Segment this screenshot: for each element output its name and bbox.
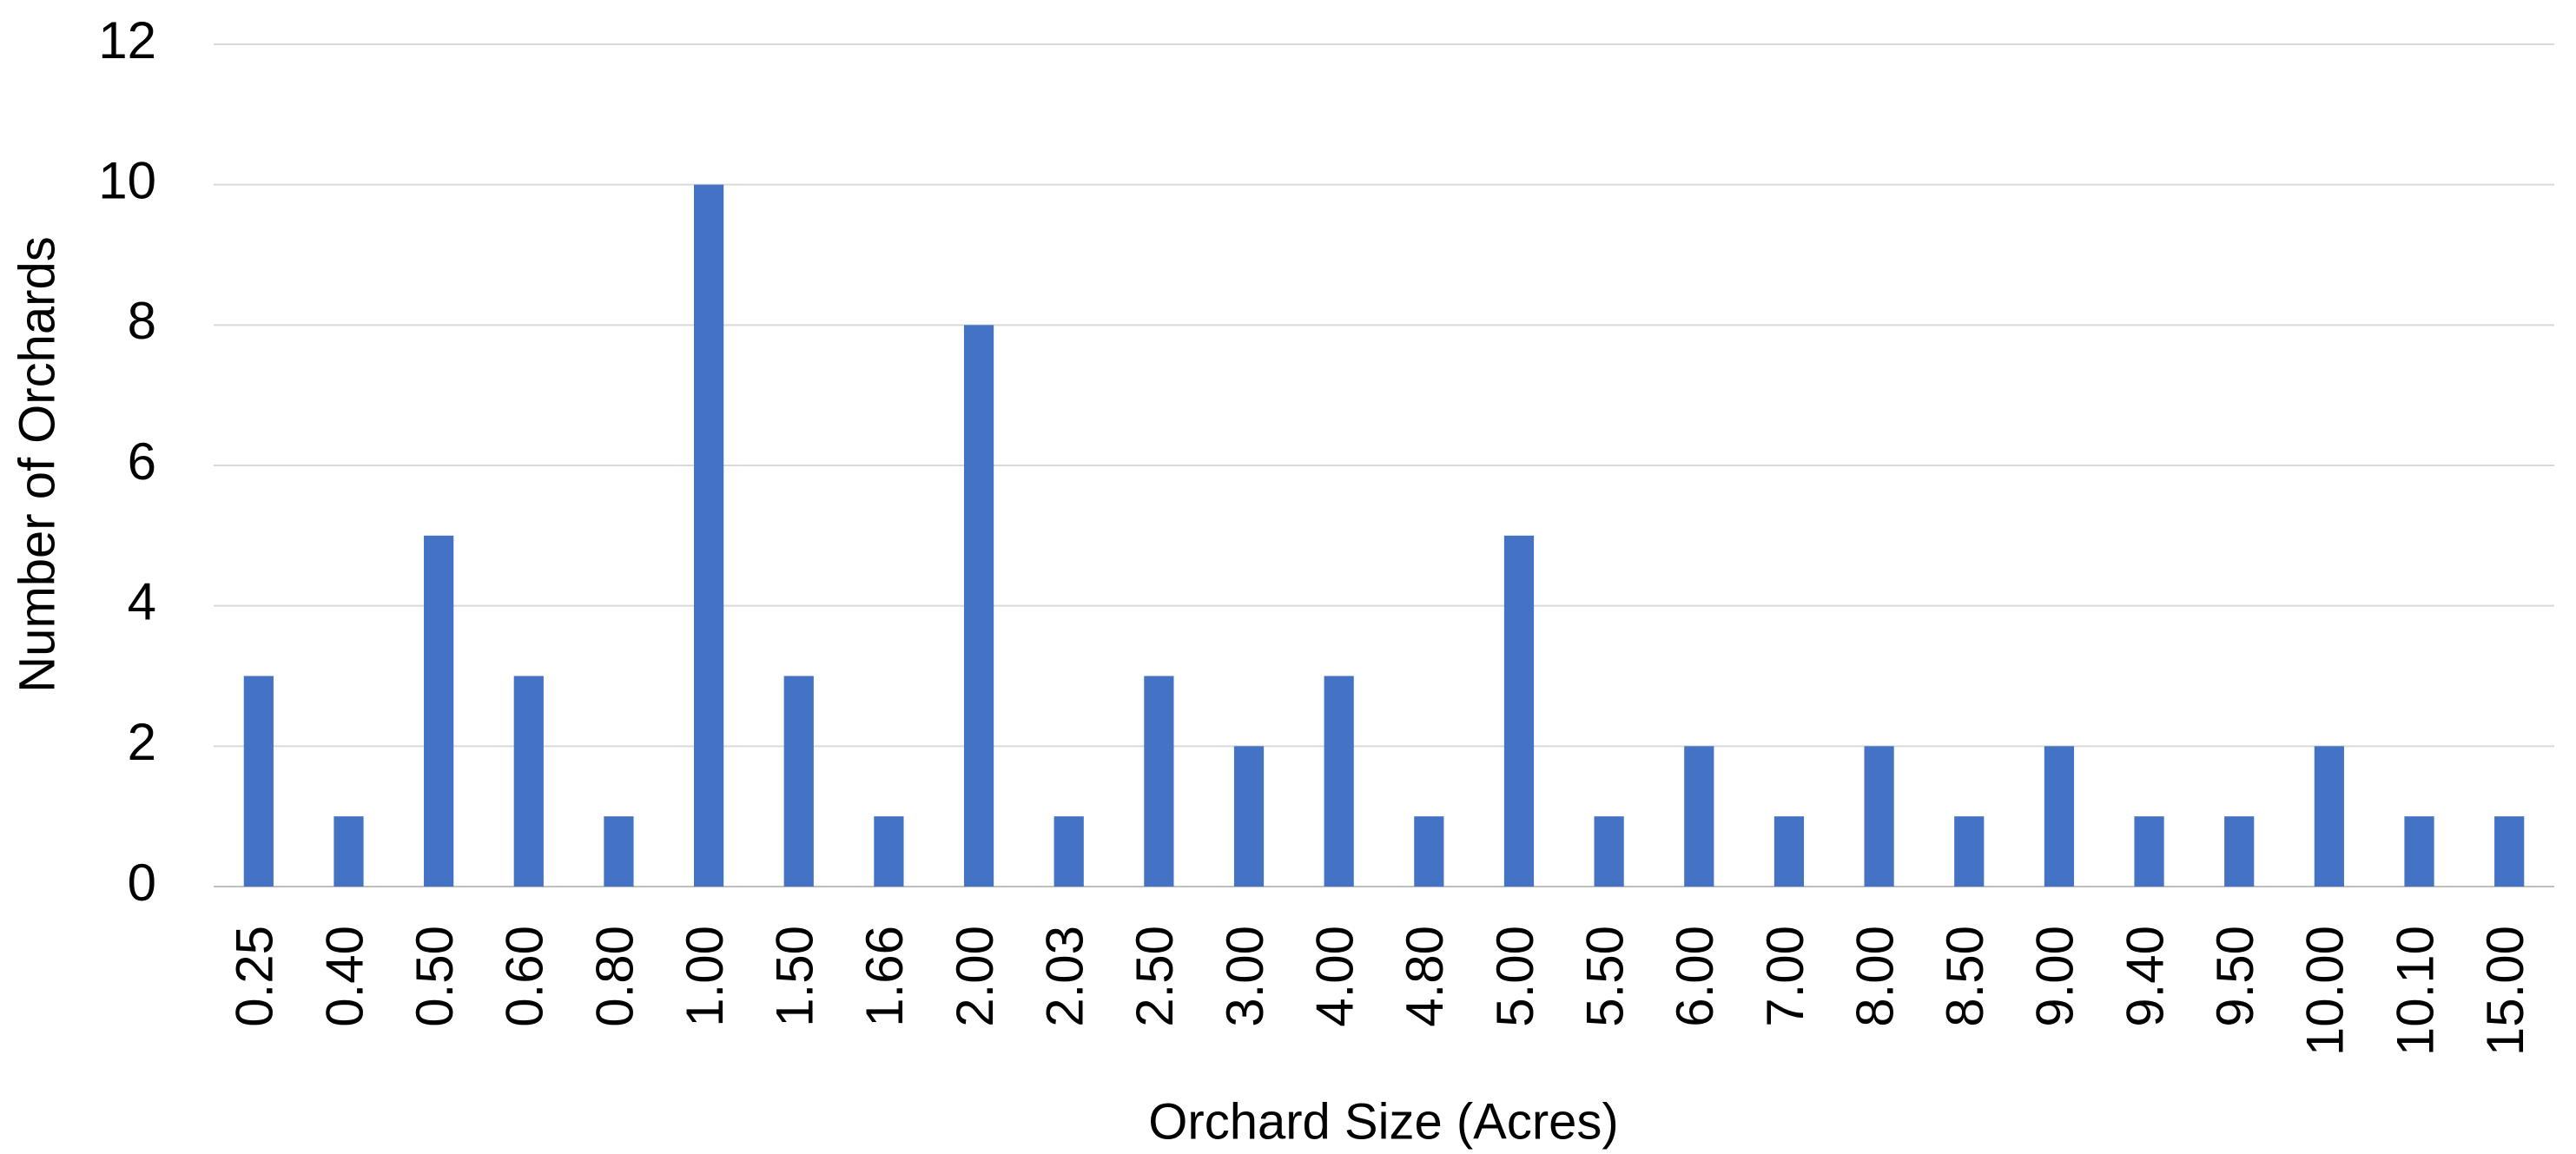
x-tick-label: 15.00 (2476, 926, 2534, 1056)
bar (2314, 746, 2344, 887)
x-tick-label: 9.40 (2116, 926, 2174, 1027)
bar (513, 676, 544, 887)
bar (424, 535, 454, 887)
bar (2044, 746, 2075, 887)
bar (1684, 746, 1714, 887)
x-tick-label: 1.66 (855, 926, 914, 1027)
x-tick-label: 0.80 (585, 926, 644, 1027)
x-tick-label: 1.50 (766, 926, 824, 1027)
bar (2404, 816, 2434, 887)
bar (1864, 746, 1894, 887)
x-tick-label: 10.10 (2386, 926, 2444, 1056)
x-tick-label: 8.00 (1846, 926, 1904, 1027)
bar (874, 816, 904, 887)
bar (1594, 816, 1624, 887)
y-tick-label: 2 (128, 713, 156, 771)
y-tick-label: 12 (98, 11, 156, 69)
bar (1054, 816, 1084, 887)
bar (1773, 816, 1805, 887)
x-tick-label: 0.25 (226, 926, 284, 1027)
x-tick-label: 9.00 (2026, 926, 2084, 1027)
x-tick-label: 6.00 (1666, 926, 1724, 1027)
bar (243, 676, 274, 887)
y-tick-label: 4 (128, 573, 156, 631)
x-tick-label: 9.50 (2206, 926, 2264, 1027)
y-tick-label: 6 (128, 432, 156, 491)
x-tick-label: 4.80 (1396, 926, 1454, 1027)
bar (2224, 816, 2255, 887)
bar (963, 325, 994, 887)
bar (693, 184, 724, 887)
bar (1414, 816, 1444, 887)
bar (2134, 816, 2164, 887)
bar (2494, 816, 2525, 887)
bar (604, 816, 634, 887)
x-axis-title: Orchard Size (Acres) (1148, 1093, 1618, 1150)
x-tick-label: 10.00 (2296, 926, 2355, 1056)
x-tick-label: 2.50 (1126, 926, 1184, 1027)
bar (1233, 746, 1265, 887)
x-tick-label: 0.60 (496, 926, 554, 1027)
x-tick-label: 7.00 (1756, 926, 1814, 1027)
y-tick-label: 0 (128, 854, 156, 912)
x-tick-label: 2.00 (946, 926, 1004, 1027)
x-tick-label: 3.00 (1216, 926, 1274, 1027)
bar (1324, 676, 1354, 887)
y-axis-title: Number of Orchards (9, 236, 65, 692)
x-tick-label: 8.50 (1936, 926, 1994, 1027)
y-tick-label: 8 (128, 292, 156, 350)
bar (1954, 816, 1985, 887)
bar (783, 676, 814, 887)
bar (1503, 535, 1535, 887)
bar (334, 816, 364, 887)
y-tick-label: 10 (98, 152, 156, 210)
x-tick-label: 4.00 (1306, 926, 1364, 1027)
x-tick-label: 2.03 (1036, 926, 1094, 1027)
x-tick-label: 1.00 (676, 926, 734, 1027)
x-tick-label: 0.50 (406, 926, 464, 1027)
bar (1144, 676, 1174, 887)
x-tick-label: 0.40 (315, 926, 373, 1027)
x-tick-label: 5.50 (1575, 926, 1634, 1027)
x-tick-label: 5.00 (1486, 926, 1544, 1027)
